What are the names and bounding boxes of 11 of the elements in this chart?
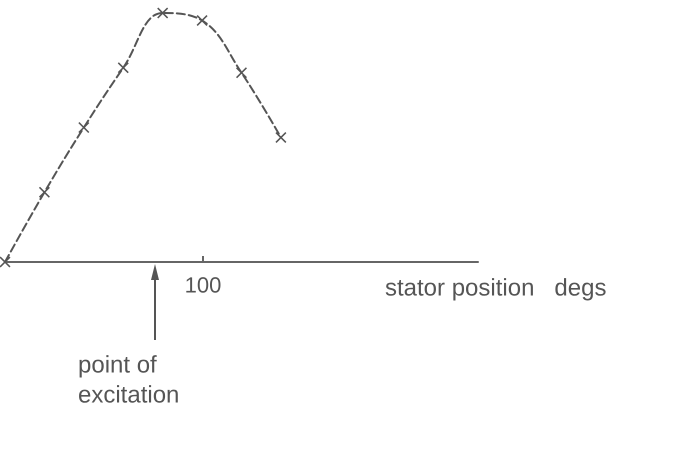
point [78,122,90,134]
point [118,62,129,74]
point [236,67,247,78]
point [275,132,286,143]
point [38,186,50,198]
point [0,256,10,268]
x-axis-title: stator position degs [385,274,606,302]
point [157,8,168,18]
text: point of excitation [78,352,180,408]
point [196,14,208,26]
text: 100 [184,272,222,298]
